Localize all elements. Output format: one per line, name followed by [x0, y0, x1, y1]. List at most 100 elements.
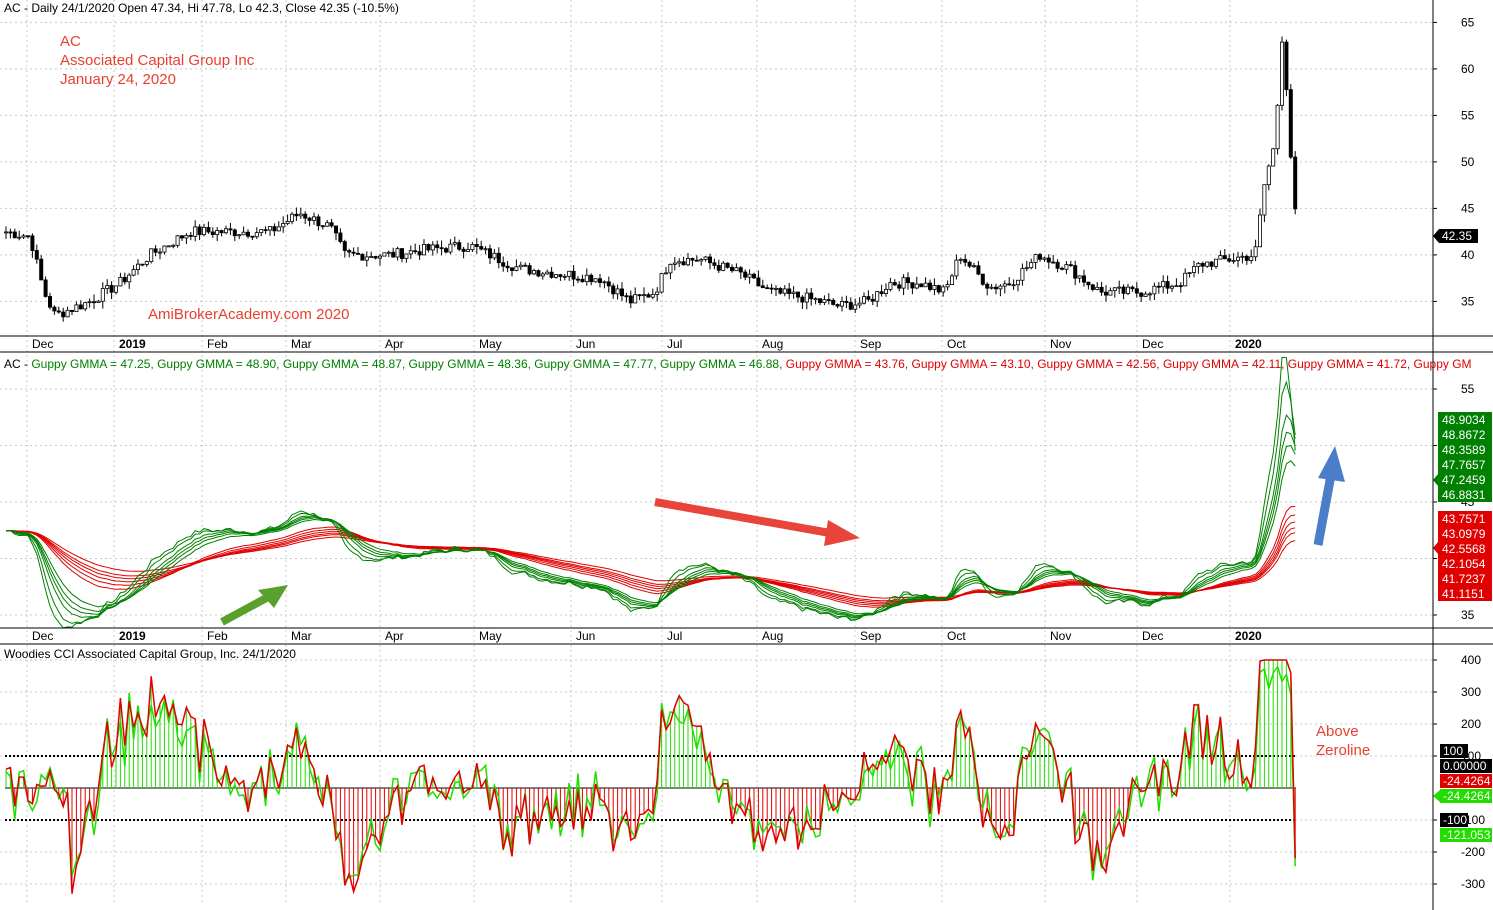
gmma-header-item: Guppy GMMA = 47.77, [531, 357, 657, 371]
x-tick-label: Dec [1142, 337, 1163, 351]
gmma-header-item: Guppy GMMA = 48.87, [279, 357, 405, 371]
price-candle [83, 301, 88, 312]
price-candle [1152, 282, 1157, 300]
price-candle [1007, 277, 1012, 286]
price-candle [149, 248, 154, 264]
price-candle [1038, 252, 1043, 262]
x-tick-label: May [479, 337, 502, 351]
price-candle [408, 245, 413, 260]
price-candle [48, 292, 53, 310]
price-candle [61, 307, 66, 322]
price-candle [316, 214, 321, 231]
x-tick-label: Dec [32, 629, 53, 643]
price-candle [923, 277, 928, 288]
y-tick-label: 50 [1461, 155, 1475, 169]
price-candle [1156, 281, 1161, 294]
price-candle [17, 230, 22, 241]
price-candle [294, 207, 299, 221]
price-candle [677, 258, 682, 268]
price-candle [708, 253, 713, 270]
price-candle [1020, 263, 1025, 286]
price-candle [1266, 164, 1271, 191]
price-candle [311, 212, 316, 225]
price-candle [4, 226, 9, 239]
price-candle [703, 256, 708, 262]
price-candle [994, 283, 999, 295]
cci-lines [5, 659, 1296, 895]
price-candle [483, 246, 488, 255]
price-candle [857, 297, 862, 309]
price-candle [672, 257, 677, 271]
gmma-red-label: 42.1054 [1438, 556, 1492, 571]
price-candle [888, 277, 893, 292]
price-candle [1244, 254, 1249, 265]
price-candle [342, 239, 347, 258]
x-tick-label: Sep [860, 629, 882, 643]
price-candle [752, 272, 757, 279]
price-candle [1042, 256, 1047, 262]
price-candle [584, 268, 589, 286]
price-panel[interactable]: AC - Daily 24/1/2020 Open 47.34, Hi 47.7… [4, 1, 1478, 323]
gmma-header-item: Guppy GMMA = 42.11, [1160, 357, 1285, 371]
price-candle [989, 283, 994, 290]
cci-label-100: 100 [1440, 744, 1468, 758]
price-candle [100, 282, 105, 309]
price-candle [1227, 253, 1232, 263]
price-candle [620, 282, 625, 302]
price-candle [1055, 259, 1060, 273]
gmma-red-pointer [1433, 542, 1438, 554]
y-tick-label: 55 [1461, 108, 1475, 122]
price-candle [487, 244, 492, 264]
price-candle [1222, 249, 1227, 260]
price-candle [1108, 287, 1113, 296]
price-candle [972, 262, 977, 269]
price-candle [171, 244, 176, 249]
price-candle [399, 247, 404, 263]
price-candle [426, 243, 431, 253]
price-candle [725, 262, 730, 269]
price-candle [470, 242, 475, 252]
price-candle [193, 220, 198, 242]
gmma-panel[interactable]: AC - Guppy GMMA = 47.25, Guppy GMMA = 48… [4, 356, 1492, 629]
price-candle [1262, 184, 1267, 222]
gmma-red-label: 41.7237 [1438, 571, 1492, 586]
price-candle [580, 274, 585, 283]
price-candle [1196, 261, 1201, 274]
chart-date: January 24, 2020 [60, 71, 176, 88]
price-candle [576, 276, 581, 284]
price-candle [162, 245, 167, 255]
y-tick-label: 35 [1461, 294, 1475, 308]
price-candle [650, 288, 655, 300]
price-candle [501, 256, 506, 272]
price-candle [43, 276, 48, 298]
gmma-green-label: 47.2459 [1438, 472, 1492, 487]
x-tick-label: Mar [291, 337, 312, 351]
x-axis-price: Dec 2019 Feb Mar Apr May Jun Jul Aug Sep Oct Nov Dec… [32, 337, 1262, 351]
price-candle [532, 268, 537, 276]
price-candle [1016, 279, 1021, 292]
price-candle [417, 245, 422, 260]
price-candle [465, 242, 470, 252]
gmma-red-label: 43.7571 [1438, 511, 1492, 526]
x-axis-gmma: Dec 2019 Feb Mar Apr May Jun Jul Aug Sep Oct Nov Dec… [32, 629, 1262, 643]
gmma-header-item: Guppy GMMA = 46.88, [657, 357, 783, 371]
price-candle [360, 253, 365, 261]
price-candle [1090, 283, 1095, 292]
price-candle [479, 240, 484, 251]
price-candle [241, 226, 246, 236]
price-candle [122, 272, 127, 285]
price-candle [844, 295, 849, 308]
cci-label-green: -24.4264 [1440, 789, 1492, 803]
price-candle [1165, 275, 1170, 294]
y-tick-label: 35 [1461, 608, 1475, 622]
x-tick-label: Nov [1050, 337, 1071, 351]
gmma-header-item: Guppy GMMA = 41.72, [1284, 357, 1410, 371]
price-candle [157, 248, 162, 260]
price-candle [1161, 275, 1166, 294]
price-candle [950, 273, 955, 285]
cci-panel[interactable]: Woodies CCI Associated Capital Group, In… [4, 647, 1492, 895]
price-candle [642, 287, 647, 303]
price-candles [4, 36, 1298, 322]
price-candle [505, 261, 510, 273]
x-tick-label: Feb [207, 337, 228, 351]
